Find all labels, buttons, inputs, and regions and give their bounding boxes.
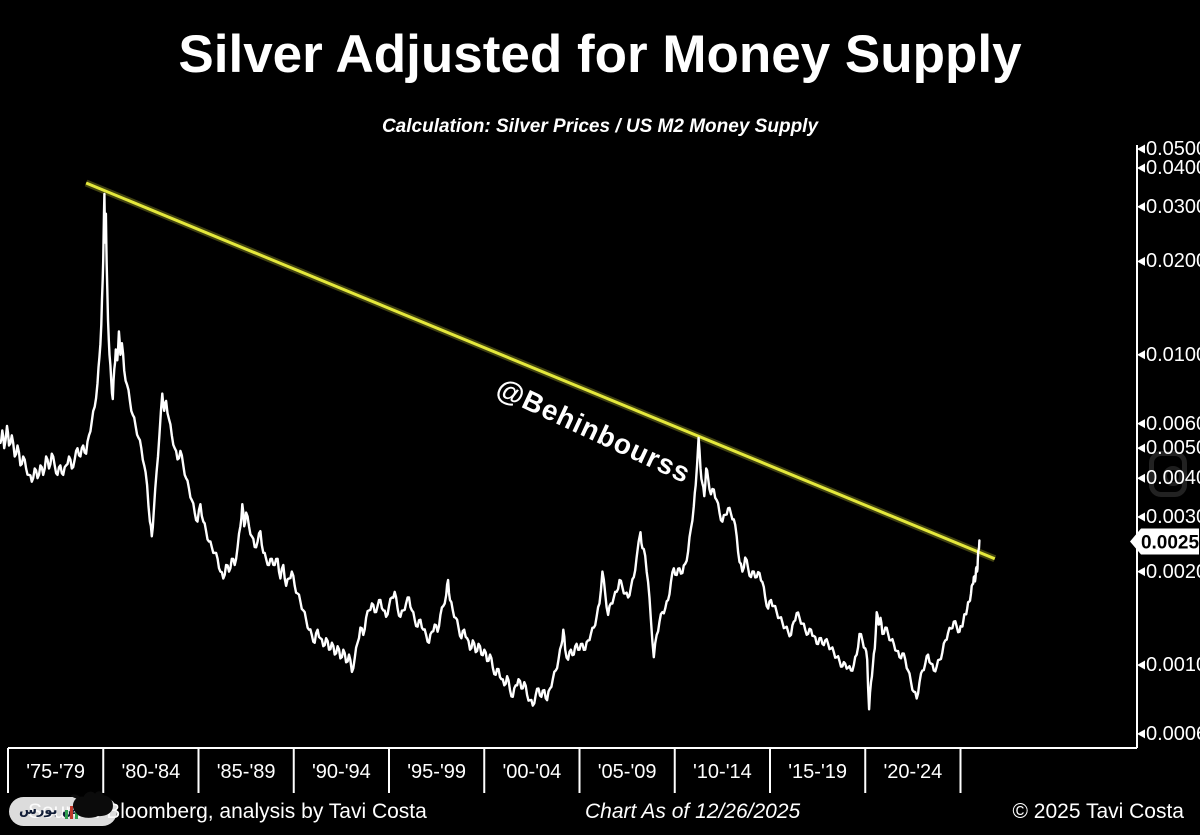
silver-m2-series-line	[0, 192, 981, 711]
y-tick-arrow	[1137, 443, 1145, 453]
y-tick-arrow	[1137, 512, 1145, 522]
y-tick-arrow	[1137, 144, 1145, 154]
x-tick-label: '80-'84	[121, 761, 181, 783]
x-tick-label: '10-'14	[692, 761, 752, 783]
nabz-bourse-logo: نبض بورس	[9, 791, 117, 826]
x-tick-label: '15-'19	[788, 761, 848, 783]
y-tick-arrow	[1137, 473, 1145, 483]
x-tick-label: '75-'79	[26, 761, 86, 783]
copyright-text: © 2025 Tavi Costa	[1012, 800, 1184, 823]
y-tick-label: 0.0006	[1146, 722, 1200, 745]
x-tick-label: '85-'89	[216, 761, 276, 783]
x-tick-label: '95-'99	[407, 761, 467, 783]
y-tick-arrow	[1137, 163, 1145, 173]
y-tick-arrow	[1137, 350, 1145, 360]
faint-watermark-icon	[1149, 451, 1187, 497]
trendline	[85, 181, 996, 561]
y-tick-arrow	[1137, 567, 1145, 577]
x-tick-label: '05-'09	[597, 761, 657, 783]
x-tick-label: '20-'24	[883, 761, 943, 783]
y-tick-arrow	[1137, 729, 1145, 739]
chart-subtitle: Calculation: Silver Prices / US M2 Money…	[381, 116, 819, 137]
last-price-tag	[1130, 528, 1199, 555]
candlestick-icon	[65, 805, 79, 819]
x-tick-label: '00-'04	[502, 761, 562, 783]
y-tick-arrow	[1137, 202, 1145, 212]
y-tick-arrow	[1137, 256, 1145, 266]
as-of-text: Chart As of 12/26/2025	[585, 800, 801, 823]
y-tick-arrow	[1137, 419, 1145, 429]
x-tick-label: '90-'94	[311, 761, 371, 783]
y-tick-arrow	[1137, 660, 1145, 670]
source-text: Source: Bloomberg, analysis by Tavi Cost…	[28, 800, 427, 823]
bull-icon	[70, 791, 113, 818]
page-title: Silver Adjusted for Money Supply	[178, 25, 1022, 84]
